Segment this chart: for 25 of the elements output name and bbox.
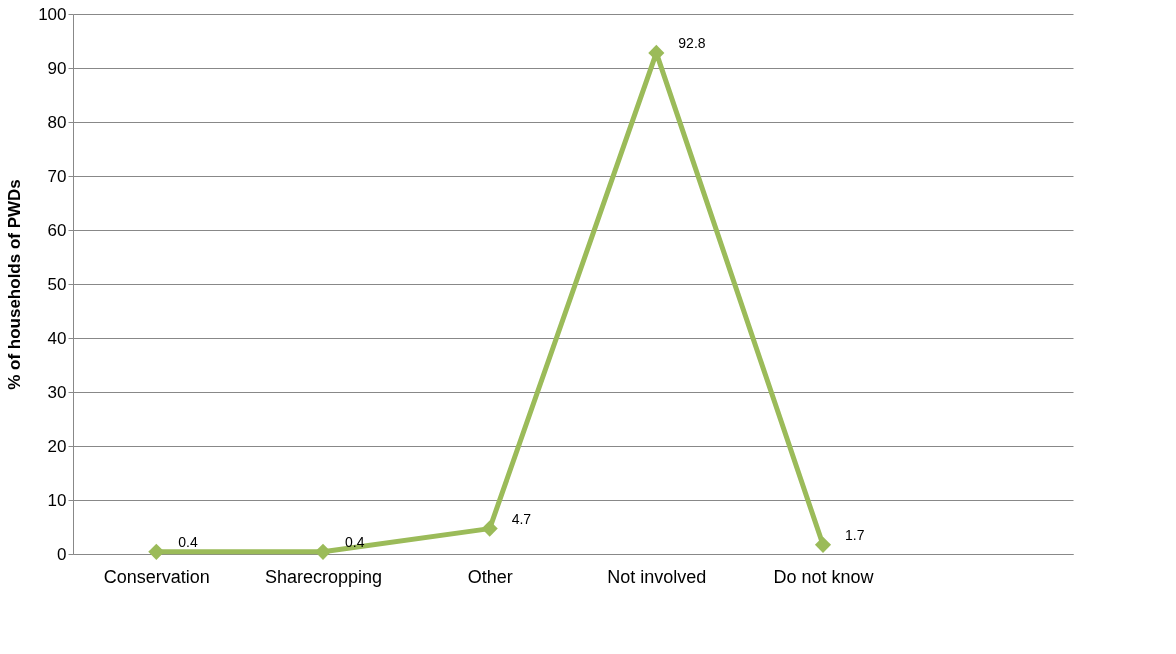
y-tick-label: 70 xyxy=(47,166,67,186)
x-tick-label: Not involved xyxy=(607,566,707,587)
y-tick-label: 80 xyxy=(47,112,67,132)
point xyxy=(481,520,498,537)
y-tick-label: 20 xyxy=(47,436,67,456)
x-tick-label: Do not know xyxy=(773,566,875,587)
x-tick-label: Conservation xyxy=(103,566,210,587)
y-tick-label: 60 xyxy=(47,220,67,240)
y-tick-label: 30 xyxy=(47,382,67,402)
point xyxy=(148,543,165,560)
data-label: 1.7 xyxy=(845,526,865,543)
y-tick-label: 0 xyxy=(57,544,67,564)
y-tick-label: 90 xyxy=(47,58,67,78)
data-label: 4.7 xyxy=(511,510,532,527)
data-label: 92.8 xyxy=(678,34,706,51)
x-tick-label: Sharecropping xyxy=(264,566,383,587)
y-tick-label: 50 xyxy=(47,274,67,294)
point xyxy=(648,44,665,61)
y-axis-title: % of households of PWDs xyxy=(5,179,25,390)
point xyxy=(814,536,832,553)
x-tick-label: Other xyxy=(467,566,513,587)
y-tick-label: 40 xyxy=(47,328,67,348)
y-tick-label: 100 xyxy=(38,4,67,24)
data-label: 0.4 xyxy=(178,533,199,550)
y-tick-label: 10 xyxy=(47,490,67,510)
